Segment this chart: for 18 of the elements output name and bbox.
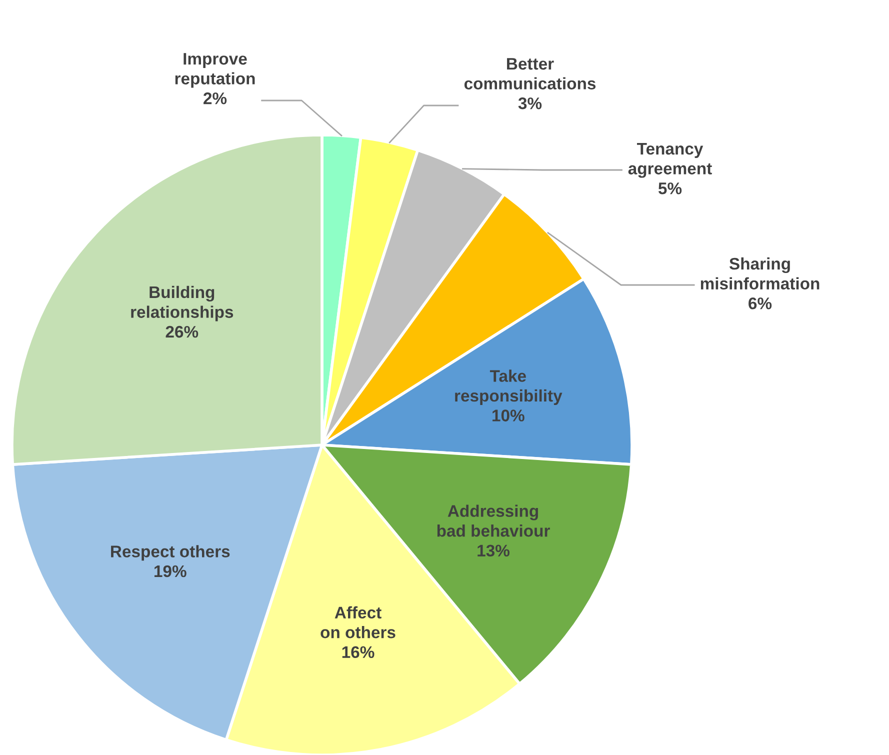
data-label: 10% [492,410,524,422]
data-label: 6% [748,297,772,310]
slice-label: Affect on others [320,606,396,638]
slice-label: Building relationships [131,286,234,322]
data-label: 5% [658,182,682,194]
slice-label: Take responsibility [455,370,562,405]
slice-label: Respect others [111,545,230,561]
slice-label: Better communications [464,58,596,90]
slice-label: Tenancy agreement [628,143,712,178]
data-label: 19% [154,565,186,578]
slice-label: Improve reputation [175,53,255,88]
data-label: 16% [342,646,374,658]
data-label: 2% [204,92,227,104]
data-label: 3% [518,97,542,110]
slice-label: Addressing bad behaviour [437,504,550,537]
slice-label: Sharing misinformation [700,257,820,290]
data-label: 26% [166,326,198,338]
data-label: 13% [478,544,510,557]
